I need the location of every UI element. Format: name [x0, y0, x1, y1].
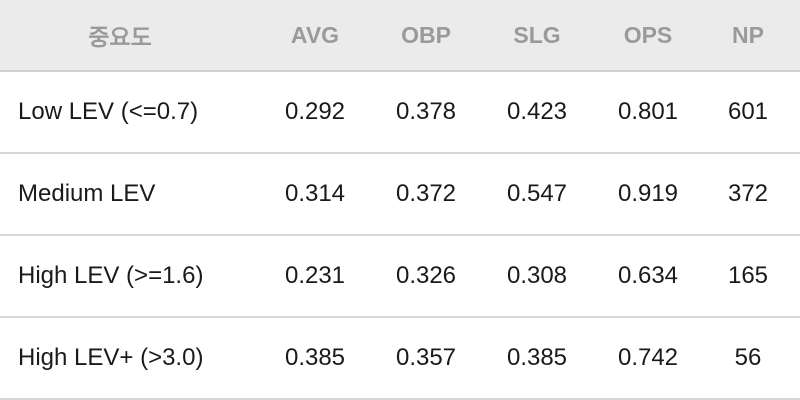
table-row: Medium LEV 0.314 0.372 0.547 0.919 372	[0, 154, 800, 236]
column-header: NP	[732, 21, 764, 48]
table-row: High LEV (>=1.6) 0.231 0.326 0.308 0.634 165	[0, 236, 800, 318]
header-row: 중요도 AVG OBP SLG OPS NP	[0, 0, 800, 72]
table-row: High LEV+ (>3.0) 0.385 0.357 0.385 0.742 56	[0, 318, 800, 400]
table-cell: 0.634	[617, 262, 679, 289]
table-cell: 56	[734, 344, 762, 371]
table-cell: 0.326	[395, 262, 457, 289]
column-header: OBP	[401, 21, 451, 48]
table-cell: 0.357	[395, 344, 457, 371]
column-header: OPS	[623, 21, 673, 48]
table-cell: 0.385	[284, 344, 346, 371]
table-cell: 0.919	[617, 180, 679, 207]
table-cell: 0.423	[506, 98, 568, 125]
column-header: SLG	[513, 21, 561, 48]
table-cell: 0.372	[395, 180, 457, 207]
table-cell: 165	[727, 262, 769, 289]
table-row: Low LEV (<=0.7) 0.292 0.378 0.423 0.801 601	[0, 72, 800, 154]
table-cell: 0.231	[284, 262, 346, 289]
column-header: 중요도	[88, 24, 152, 50]
table-cell: 0.314	[284, 180, 346, 207]
table-cell: 0.742	[617, 344, 679, 371]
row-label: Medium LEV	[18, 180, 156, 207]
row-label: High LEV+ (>3.0)	[18, 344, 204, 371]
row-label: Low LEV (<=0.7)	[18, 98, 199, 125]
table-cell: 372	[727, 180, 769, 207]
table-cell: 0.801	[617, 98, 679, 125]
table-cell: 0.292	[284, 98, 346, 125]
table-cell: 0.308	[506, 262, 568, 289]
table-cell: 601	[727, 98, 769, 125]
table-cell: 0.547	[506, 180, 568, 207]
row-label: High LEV (>=1.6)	[18, 262, 204, 289]
table-cell: 0.378	[395, 98, 457, 125]
table-cell: 0.385	[506, 344, 568, 371]
column-header: AVG	[290, 21, 340, 48]
